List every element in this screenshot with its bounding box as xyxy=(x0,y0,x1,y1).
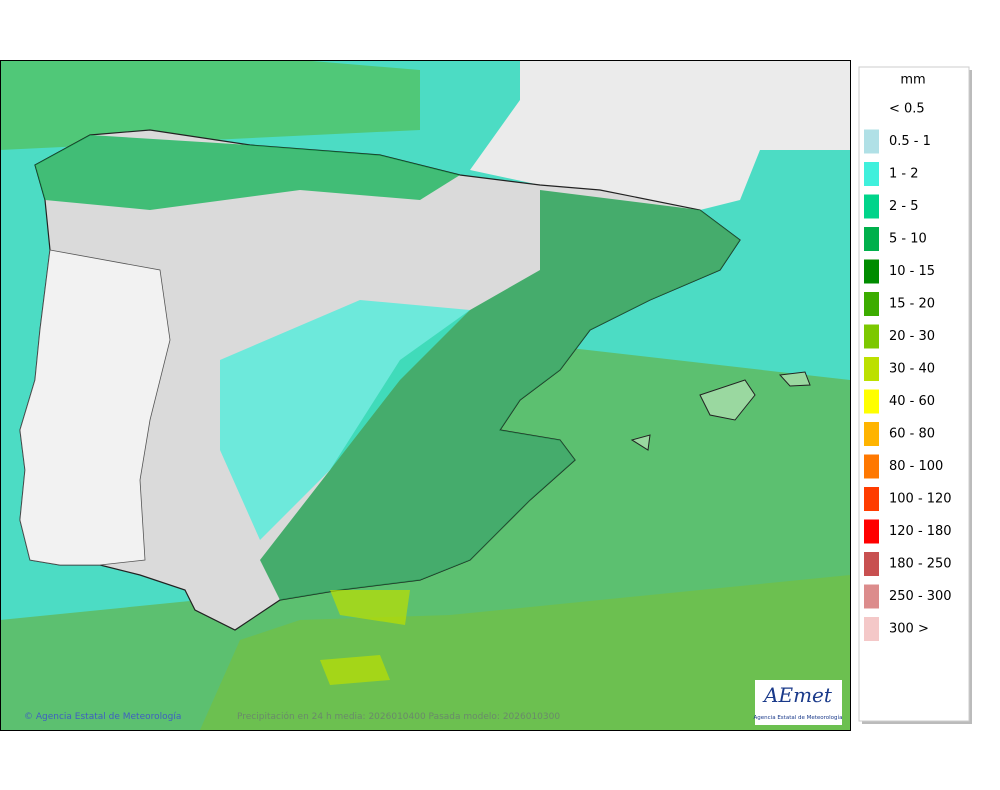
legend-label: 0.5 - 1 xyxy=(889,134,931,149)
legend-swatch xyxy=(864,227,879,251)
legend-swatch xyxy=(864,552,879,576)
logo-box xyxy=(755,680,842,725)
legend-swatch xyxy=(864,584,879,609)
legend-swatch xyxy=(864,454,879,479)
legend-label: 300 > xyxy=(889,622,929,637)
legend-swatch xyxy=(864,162,879,186)
map: © Agencia Estatal de Meteorología Precip… xyxy=(0,60,851,731)
legend-label: 120 - 180 xyxy=(889,524,952,539)
legend-label: 1 - 2 xyxy=(889,167,919,182)
menorca xyxy=(778,371,811,387)
precip-east xyxy=(260,190,740,600)
legend-swatch xyxy=(864,324,879,349)
map-frame xyxy=(0,60,851,731)
legend-label: 30 - 40 xyxy=(889,362,935,377)
legend-label: 100 - 120 xyxy=(889,492,952,507)
legend-swatch xyxy=(864,292,879,316)
legend-swatch xyxy=(864,129,879,154)
precip-max-2 xyxy=(320,655,390,685)
legend-swatch xyxy=(864,194,879,219)
legend-swatch xyxy=(864,389,879,414)
precip-north xyxy=(0,60,420,150)
legend-swatch xyxy=(864,422,879,446)
france xyxy=(470,60,850,210)
legend-label: 80 - 100 xyxy=(889,459,943,474)
legend-label: 250 - 300 xyxy=(889,589,952,604)
portugal xyxy=(19,249,171,566)
legend-label: 10 - 15 xyxy=(889,264,935,279)
legend-swatch xyxy=(864,357,879,381)
legend-label: 15 - 20 xyxy=(889,297,935,312)
legend: mm < 0.5 0.5 - 1 1 - 2 2 - 5 5 - 10 10 - 15 15… xyxy=(858,66,972,724)
ibiza xyxy=(630,434,651,451)
logo: AEmet xyxy=(762,683,833,707)
legend-label: 2 - 5 xyxy=(889,199,919,214)
mallorca xyxy=(699,379,756,421)
legend-title: mm xyxy=(900,73,925,88)
legend-label: 40 - 60 xyxy=(889,394,935,409)
legend-swatch xyxy=(864,487,879,511)
legend-label: 60 - 80 xyxy=(889,427,935,442)
precip-cantabria xyxy=(35,135,460,210)
legend-label: < 0.5 xyxy=(889,102,925,117)
legend-swatch xyxy=(864,259,879,284)
copyright: © Agencia Estatal de Meteorología xyxy=(24,712,181,722)
africa xyxy=(200,575,850,730)
precip-max-1 xyxy=(330,590,410,625)
caption: Precipitación en 24 h media: 2026010400 … xyxy=(237,711,560,722)
precip-center xyxy=(220,300,470,540)
legend-label: 180 - 250 xyxy=(889,557,952,572)
logo-subtitle: Agencia Estatal de Meteorología xyxy=(754,714,843,721)
legend-swatch xyxy=(864,617,879,641)
legend-label: 20 - 30 xyxy=(889,329,935,344)
legend-label: 5 - 10 xyxy=(889,232,927,247)
legend-swatch xyxy=(864,519,879,544)
